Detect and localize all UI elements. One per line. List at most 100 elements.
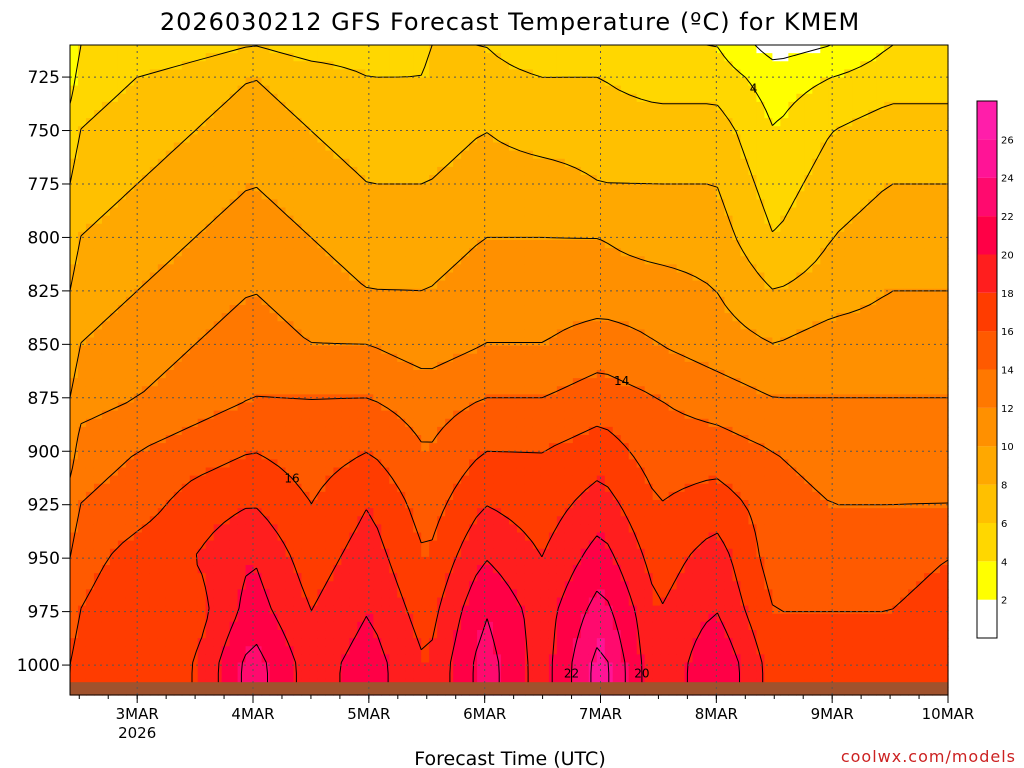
temperature-cell	[117, 175, 127, 184]
temperature-cell	[101, 256, 111, 265]
temperature-cell	[125, 142, 135, 152]
temperature-cell	[141, 223, 151, 233]
temperature-cell	[125, 443, 135, 452]
temperature-cell	[237, 93, 247, 103]
temperature-cell	[77, 467, 87, 477]
temperature-cell	[157, 256, 167, 265]
temperature-cell	[365, 53, 374, 62]
temperature-cell	[173, 69, 183, 79]
temperature-cell	[133, 337, 143, 347]
temperature-cell	[181, 280, 191, 290]
temperature-cell	[373, 53, 382, 62]
temperature-cell	[548, 215, 558, 225]
temperature-cell	[301, 240, 311, 249]
temperature-cell	[197, 443, 207, 452]
temperature-cell	[117, 142, 127, 152]
temperature-cell	[564, 142, 574, 152]
temperature-cell	[453, 296, 462, 306]
temperature-cell	[485, 231, 494, 241]
temperature-cell	[357, 613, 366, 623]
temperature-cell	[229, 573, 239, 582]
temperature-cell	[421, 321, 430, 330]
temperature-cell	[157, 126, 167, 135]
temperature-cell	[493, 264, 502, 274]
temperature-cell	[516, 207, 526, 217]
temperature-cell	[293, 45, 303, 54]
temperature-cell	[70, 126, 79, 135]
temperature-cell	[181, 305, 191, 314]
temperature-cell	[524, 532, 534, 542]
temperature-cell	[261, 85, 271, 95]
temperature-cell	[285, 491, 295, 501]
temperature-cell	[437, 313, 446, 322]
temperature-cell	[117, 556, 127, 566]
temperature-cell	[197, 158, 207, 168]
temperature-cell	[341, 329, 350, 339]
temperature-cell	[524, 93, 534, 103]
temperature-cell	[301, 386, 311, 395]
temperature-cell	[509, 646, 518, 655]
temperature-cell	[221, 296, 231, 306]
temperature-cell	[413, 345, 422, 355]
temperature-cell	[245, 175, 255, 184]
temperature-cell	[477, 662, 486, 672]
temperature-cell	[373, 61, 382, 70]
temperature-cell	[309, 345, 319, 355]
temperature-cell	[70, 296, 79, 306]
temperature-cell	[453, 134, 462, 144]
temperature-cell	[485, 240, 494, 249]
temperature-cell	[109, 248, 119, 257]
temperature-cell	[333, 53, 342, 62]
temperature-cell	[277, 605, 287, 615]
temperature-cell	[493, 150, 502, 160]
temperature-cell	[149, 101, 159, 111]
temperature-cell	[469, 402, 478, 412]
temperature-cell	[237, 337, 247, 347]
temperature-cell	[70, 256, 79, 265]
temperature-cell	[269, 53, 279, 62]
temperature-cell	[373, 166, 382, 176]
temperature-cell	[477, 183, 486, 192]
temperature-cell	[101, 296, 111, 306]
temperature-cell	[109, 231, 119, 241]
temperature-cell	[349, 256, 358, 265]
temperature-cell	[389, 321, 398, 330]
temperature-cell	[389, 459, 398, 469]
temperature-cell	[197, 296, 207, 306]
temperature-cell	[532, 231, 542, 241]
temperature-cell	[93, 638, 103, 647]
temperature-cell	[77, 556, 87, 566]
temperature-cell	[261, 272, 271, 282]
temperature-cell	[101, 630, 111, 639]
temperature-cell	[405, 662, 414, 672]
temperature-cell	[165, 142, 175, 152]
temperature-cell	[213, 621, 223, 631]
temperature-cell	[548, 540, 558, 550]
temperature-cell	[269, 565, 279, 574]
temperature-cell	[532, 394, 542, 404]
temperature-cell	[173, 605, 183, 615]
temperature-cell	[373, 264, 382, 274]
temperature-cell	[269, 150, 279, 160]
temperature-cell	[349, 654, 358, 664]
temperature-cell	[197, 191, 207, 200]
temperature-cell	[397, 426, 406, 436]
temperature-cell	[173, 410, 183, 420]
temperature-cell	[109, 540, 119, 550]
temperature-cell	[341, 321, 350, 330]
temperature-cell	[157, 532, 167, 542]
temperature-cell	[269, 272, 279, 282]
temperature-cell	[277, 621, 287, 631]
temperature-cell	[373, 93, 382, 103]
temperature-cell	[509, 662, 518, 672]
temperature-cell	[85, 524, 95, 534]
temperature-cell	[309, 110, 319, 119]
temperature-cell	[333, 353, 342, 363]
temperature-cell	[213, 394, 223, 404]
temperature-cell	[429, 305, 438, 314]
temperature-cell	[101, 353, 111, 363]
temperature-cell	[109, 630, 119, 639]
temperature-cell	[301, 410, 311, 420]
temperature-cell	[349, 199, 358, 209]
temperature-cell	[540, 166, 550, 176]
